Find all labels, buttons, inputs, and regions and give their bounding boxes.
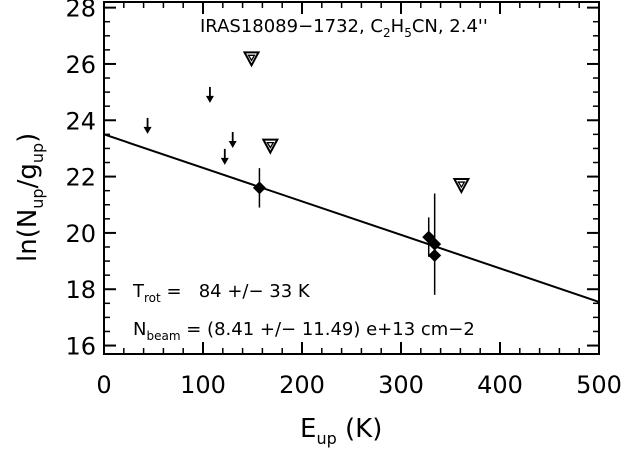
y-tick-label: 26	[65, 51, 96, 79]
detection-point	[428, 237, 442, 251]
x-tick-label: 300	[378, 371, 424, 399]
plot-frame	[103, 1, 600, 355]
chart-title: IRAS18089−1732, C2H5CN, 2.4''	[200, 16, 488, 40]
y-tick-labels: 16 18 20 22 24 26 28	[65, 0, 96, 361]
axis-ticks	[103, 2, 600, 354]
x-tick-label: 400	[477, 371, 523, 399]
x-tick-labels: 0 100 200 300 400 500	[96, 371, 622, 399]
detection-point	[252, 181, 266, 195]
x-tick-label: 100	[180, 371, 226, 399]
triangle-marker	[261, 138, 279, 155]
upper-limit-arrow	[220, 148, 229, 165]
y-tick-label: 28	[65, 0, 96, 23]
upper-limit-arrow	[143, 117, 152, 134]
upper-limit-arrow	[205, 86, 214, 103]
x-axis-label: Eup (K)	[300, 414, 382, 448]
fit-line	[103, 133, 600, 303]
y-tick-label: 20	[65, 220, 96, 248]
upper-limit-arrow	[228, 131, 237, 148]
trot-annotation: Trot = 84 +/− 33 K	[132, 281, 311, 305]
triangle-marker	[452, 178, 471, 195]
data-marks	[143, 51, 471, 295]
y-tick-label: 16	[65, 333, 96, 361]
x-tick-label: 500	[576, 371, 622, 399]
detection-point	[428, 248, 442, 262]
x-tick-label: 200	[279, 371, 325, 399]
y-tick-label: 24	[65, 107, 96, 135]
x-tick-label: 0	[96, 371, 111, 399]
y-tick-label: 22	[65, 164, 96, 192]
y-axis-label: ln(Nup/gup)	[13, 133, 47, 262]
y-tick-label: 18	[65, 276, 96, 304]
triangle-marker	[242, 51, 261, 68]
nbeam-annotation: Nbeam = (8.41 +/− 11.49) e+13 cm−2	[133, 319, 475, 343]
